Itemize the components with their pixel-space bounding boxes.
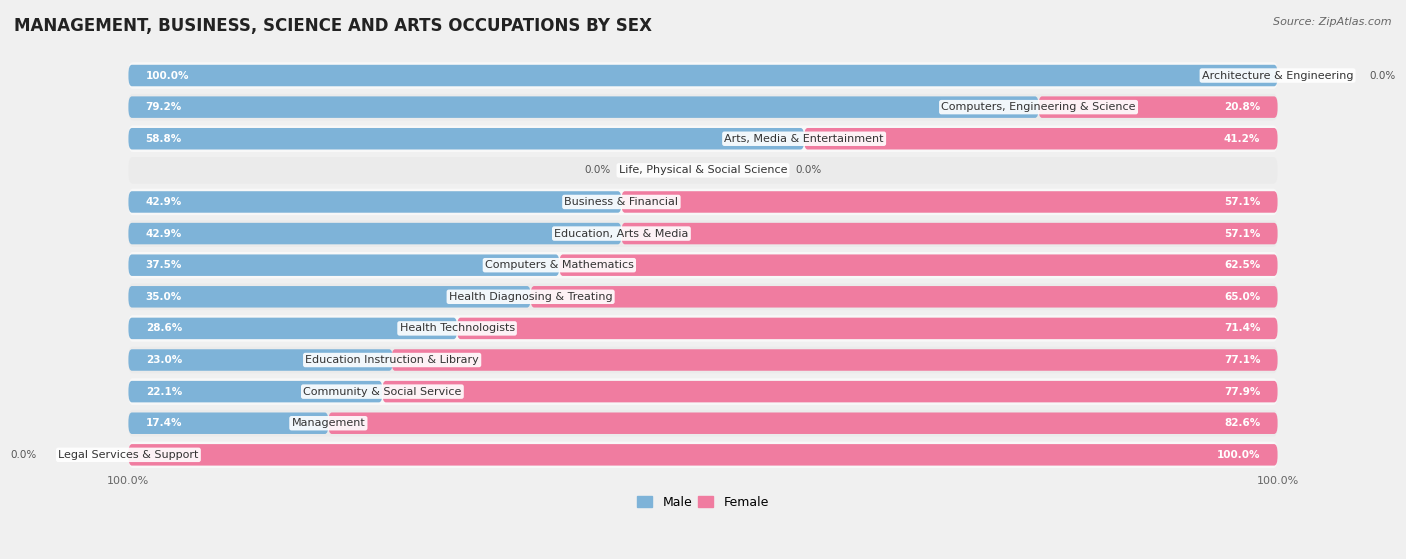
Text: Education, Arts & Media: Education, Arts & Media: [554, 229, 689, 239]
Text: Community & Social Service: Community & Social Service: [304, 387, 461, 397]
Text: Architecture & Engineering: Architecture & Engineering: [1202, 70, 1354, 80]
Text: Computers, Engineering & Science: Computers, Engineering & Science: [941, 102, 1136, 112]
FancyBboxPatch shape: [128, 410, 1278, 437]
Text: 77.1%: 77.1%: [1223, 355, 1260, 365]
Text: 71.4%: 71.4%: [1223, 324, 1260, 333]
FancyBboxPatch shape: [128, 65, 1278, 86]
Text: 79.2%: 79.2%: [146, 102, 181, 112]
Text: Source: ZipAtlas.com: Source: ZipAtlas.com: [1274, 17, 1392, 27]
Text: 82.6%: 82.6%: [1225, 418, 1260, 428]
Text: 57.1%: 57.1%: [1225, 197, 1260, 207]
Text: 28.6%: 28.6%: [146, 324, 181, 333]
Text: Education Instruction & Library: Education Instruction & Library: [305, 355, 479, 365]
FancyBboxPatch shape: [530, 286, 1278, 307]
FancyBboxPatch shape: [128, 444, 1278, 466]
FancyBboxPatch shape: [128, 125, 1278, 152]
FancyBboxPatch shape: [128, 381, 382, 402]
Text: 58.8%: 58.8%: [146, 134, 181, 144]
FancyBboxPatch shape: [457, 318, 1278, 339]
FancyBboxPatch shape: [621, 191, 1278, 213]
FancyBboxPatch shape: [128, 128, 804, 149]
Text: 100.0%: 100.0%: [1216, 450, 1260, 460]
Legend: Male, Female: Male, Female: [633, 491, 773, 514]
Text: 62.5%: 62.5%: [1225, 260, 1260, 270]
Text: 65.0%: 65.0%: [1225, 292, 1260, 302]
FancyBboxPatch shape: [128, 283, 1278, 310]
FancyBboxPatch shape: [128, 252, 1278, 278]
Text: Legal Services & Support: Legal Services & Support: [58, 450, 198, 460]
Text: Computers & Mathematics: Computers & Mathematics: [485, 260, 634, 270]
FancyBboxPatch shape: [128, 442, 1278, 468]
FancyBboxPatch shape: [804, 128, 1278, 149]
FancyBboxPatch shape: [392, 349, 1278, 371]
Text: 22.1%: 22.1%: [146, 387, 181, 397]
FancyBboxPatch shape: [128, 378, 1278, 405]
FancyBboxPatch shape: [128, 318, 457, 339]
Text: 0.0%: 0.0%: [10, 450, 37, 460]
Text: Management: Management: [291, 418, 366, 428]
Text: 42.9%: 42.9%: [146, 197, 181, 207]
FancyBboxPatch shape: [128, 96, 1039, 118]
FancyBboxPatch shape: [1039, 96, 1278, 118]
Text: 0.0%: 0.0%: [794, 165, 821, 176]
FancyBboxPatch shape: [128, 286, 530, 307]
FancyBboxPatch shape: [128, 347, 1278, 373]
FancyBboxPatch shape: [128, 413, 329, 434]
Text: 37.5%: 37.5%: [146, 260, 181, 270]
Text: Business & Financial: Business & Financial: [564, 197, 679, 207]
Text: Arts, Media & Entertainment: Arts, Media & Entertainment: [724, 134, 884, 144]
FancyBboxPatch shape: [128, 254, 560, 276]
Text: 20.8%: 20.8%: [1225, 102, 1260, 112]
FancyBboxPatch shape: [128, 94, 1278, 120]
Text: 41.2%: 41.2%: [1225, 134, 1260, 144]
Text: 0.0%: 0.0%: [585, 165, 612, 176]
FancyBboxPatch shape: [128, 191, 621, 213]
Text: 42.9%: 42.9%: [146, 229, 181, 239]
FancyBboxPatch shape: [128, 62, 1278, 89]
Text: 57.1%: 57.1%: [1225, 229, 1260, 239]
FancyBboxPatch shape: [382, 381, 1278, 402]
FancyBboxPatch shape: [329, 413, 1278, 434]
Text: 17.4%: 17.4%: [146, 418, 183, 428]
FancyBboxPatch shape: [621, 223, 1278, 244]
FancyBboxPatch shape: [128, 223, 621, 244]
Text: 35.0%: 35.0%: [146, 292, 181, 302]
FancyBboxPatch shape: [128, 189, 1278, 215]
Text: MANAGEMENT, BUSINESS, SCIENCE AND ARTS OCCUPATIONS BY SEX: MANAGEMENT, BUSINESS, SCIENCE AND ARTS O…: [14, 17, 652, 35]
FancyBboxPatch shape: [128, 349, 392, 371]
FancyBboxPatch shape: [560, 254, 1278, 276]
Text: Life, Physical & Social Science: Life, Physical & Social Science: [619, 165, 787, 176]
Text: 23.0%: 23.0%: [146, 355, 181, 365]
FancyBboxPatch shape: [128, 315, 1278, 342]
Text: 77.9%: 77.9%: [1225, 387, 1260, 397]
Text: 0.0%: 0.0%: [1369, 70, 1396, 80]
FancyBboxPatch shape: [128, 157, 1278, 183]
Text: 100.0%: 100.0%: [146, 70, 190, 80]
FancyBboxPatch shape: [128, 220, 1278, 247]
Text: Health Technologists: Health Technologists: [399, 324, 515, 333]
Text: Health Diagnosing & Treating: Health Diagnosing & Treating: [449, 292, 613, 302]
